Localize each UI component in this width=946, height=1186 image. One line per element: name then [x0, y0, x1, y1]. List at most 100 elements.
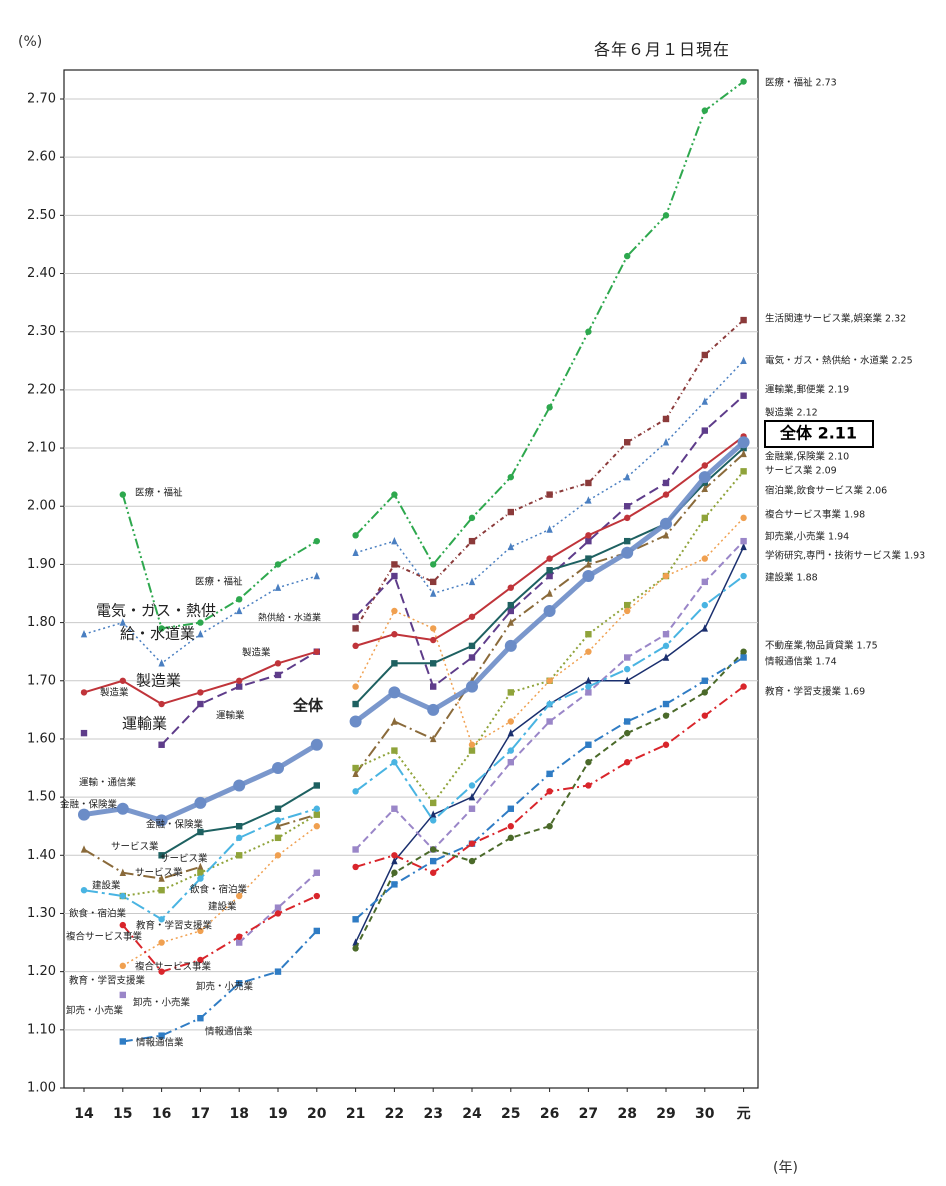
right-label: 情報通信業 1.74 — [765, 656, 837, 668]
data-point — [274, 583, 282, 591]
right-label-total: 全体 2.11 — [779, 424, 857, 443]
data-point — [236, 606, 243, 615]
data-point — [546, 404, 553, 411]
data-point — [313, 927, 320, 935]
y-tick-label: 2.10 — [27, 441, 56, 456]
x-tick-label: 29 — [656, 1106, 675, 1122]
data-point — [119, 991, 126, 999]
data-point — [119, 491, 127, 498]
data-point — [507, 542, 514, 551]
x-tick-label: 16 — [152, 1106, 171, 1122]
data-point — [80, 630, 88, 638]
right-label: 製造業 2.12 — [765, 407, 818, 419]
data-point — [274, 968, 282, 975]
data-point — [701, 514, 708, 522]
data-point — [507, 805, 514, 812]
data-point — [468, 840, 476, 847]
data-point — [662, 479, 670, 487]
data-point — [116, 802, 129, 815]
right-label: 建設業 1.88 — [765, 572, 818, 584]
data-point — [740, 572, 747, 580]
x-tick-label: 14 — [74, 1106, 94, 1122]
series-line — [122, 930, 318, 1043]
data-point — [236, 939, 243, 946]
series-line — [122, 895, 318, 973]
data-point — [197, 862, 204, 871]
data-point — [698, 471, 711, 484]
data-point — [274, 805, 282, 812]
x-tick-label: 26 — [540, 1106, 559, 1122]
inline-label: 教育・学習支援業 — [136, 920, 213, 932]
data-point — [391, 805, 398, 812]
data-point — [624, 654, 631, 661]
data-point — [662, 438, 670, 446]
inline-label: 医療・福祉 — [135, 487, 183, 499]
x-tick-label: 27 — [579, 1106, 598, 1122]
y-tick-label: 2.30 — [27, 324, 56, 339]
data-point — [585, 555, 592, 562]
data-point — [468, 747, 476, 754]
data-point — [546, 700, 553, 708]
data-point — [80, 689, 88, 696]
data-point — [701, 427, 708, 434]
data-point — [197, 630, 204, 638]
x-tick-label: 17 — [191, 1106, 210, 1122]
data-point — [701, 578, 708, 586]
data-point — [158, 659, 165, 667]
data-point — [430, 810, 437, 818]
data-point — [274, 660, 282, 667]
data-point — [352, 683, 359, 690]
data-point — [352, 548, 359, 556]
data-point — [391, 660, 398, 667]
data-point — [158, 852, 165, 859]
data-point — [740, 542, 747, 551]
series-line — [122, 825, 318, 967]
data-point — [236, 596, 243, 603]
data-point — [662, 631, 670, 638]
x-tick-label: 15 — [113, 1106, 132, 1122]
data-point — [119, 892, 127, 900]
right-label: 教育・学習支援業 1.69 — [765, 686, 865, 698]
data-point — [391, 536, 398, 545]
y-tick-label: 1.00 — [27, 1081, 56, 1096]
data-point — [662, 642, 670, 650]
data-point — [391, 747, 398, 754]
data-point — [582, 570, 595, 583]
data-point — [701, 555, 708, 562]
data-point — [507, 584, 514, 591]
inline-label: 飲食・宿泊業 — [69, 908, 127, 920]
x-tick-label: 23 — [423, 1106, 442, 1122]
data-point — [585, 532, 592, 539]
data-point — [197, 689, 204, 696]
right-label: 不動産業,物品賃貸業 1.75 — [765, 640, 878, 652]
data-point — [585, 328, 592, 335]
data-point — [740, 356, 747, 364]
inline-label: 製造業 — [242, 647, 271, 659]
y-tick-label: 1.90 — [27, 557, 56, 572]
data-point — [468, 537, 476, 545]
data-point — [236, 980, 243, 987]
data-point — [430, 625, 437, 632]
data-point — [80, 845, 88, 853]
data-point — [158, 1032, 165, 1039]
inline-label: 卸売・小売業 — [196, 981, 254, 993]
data-point — [701, 462, 708, 469]
inline-label: 飲食・宿泊業 — [190, 884, 248, 896]
inline-label: 複合サービス事業 — [66, 931, 143, 943]
y-tick-label: 1.30 — [27, 906, 56, 921]
right-label: 金融業,保険業 2.10 — [765, 451, 849, 463]
data-point — [507, 718, 514, 725]
data-point — [119, 618, 126, 626]
data-point — [701, 624, 708, 632]
data-point — [391, 631, 398, 638]
data-point — [313, 823, 320, 830]
data-point — [737, 436, 750, 449]
data-point — [274, 561, 282, 568]
data-point — [507, 607, 514, 615]
data-point — [430, 846, 437, 853]
total-label-box — [764, 420, 874, 448]
data-point — [546, 823, 553, 830]
data-point — [546, 525, 553, 533]
data-point — [468, 514, 476, 522]
data-point — [197, 956, 204, 964]
